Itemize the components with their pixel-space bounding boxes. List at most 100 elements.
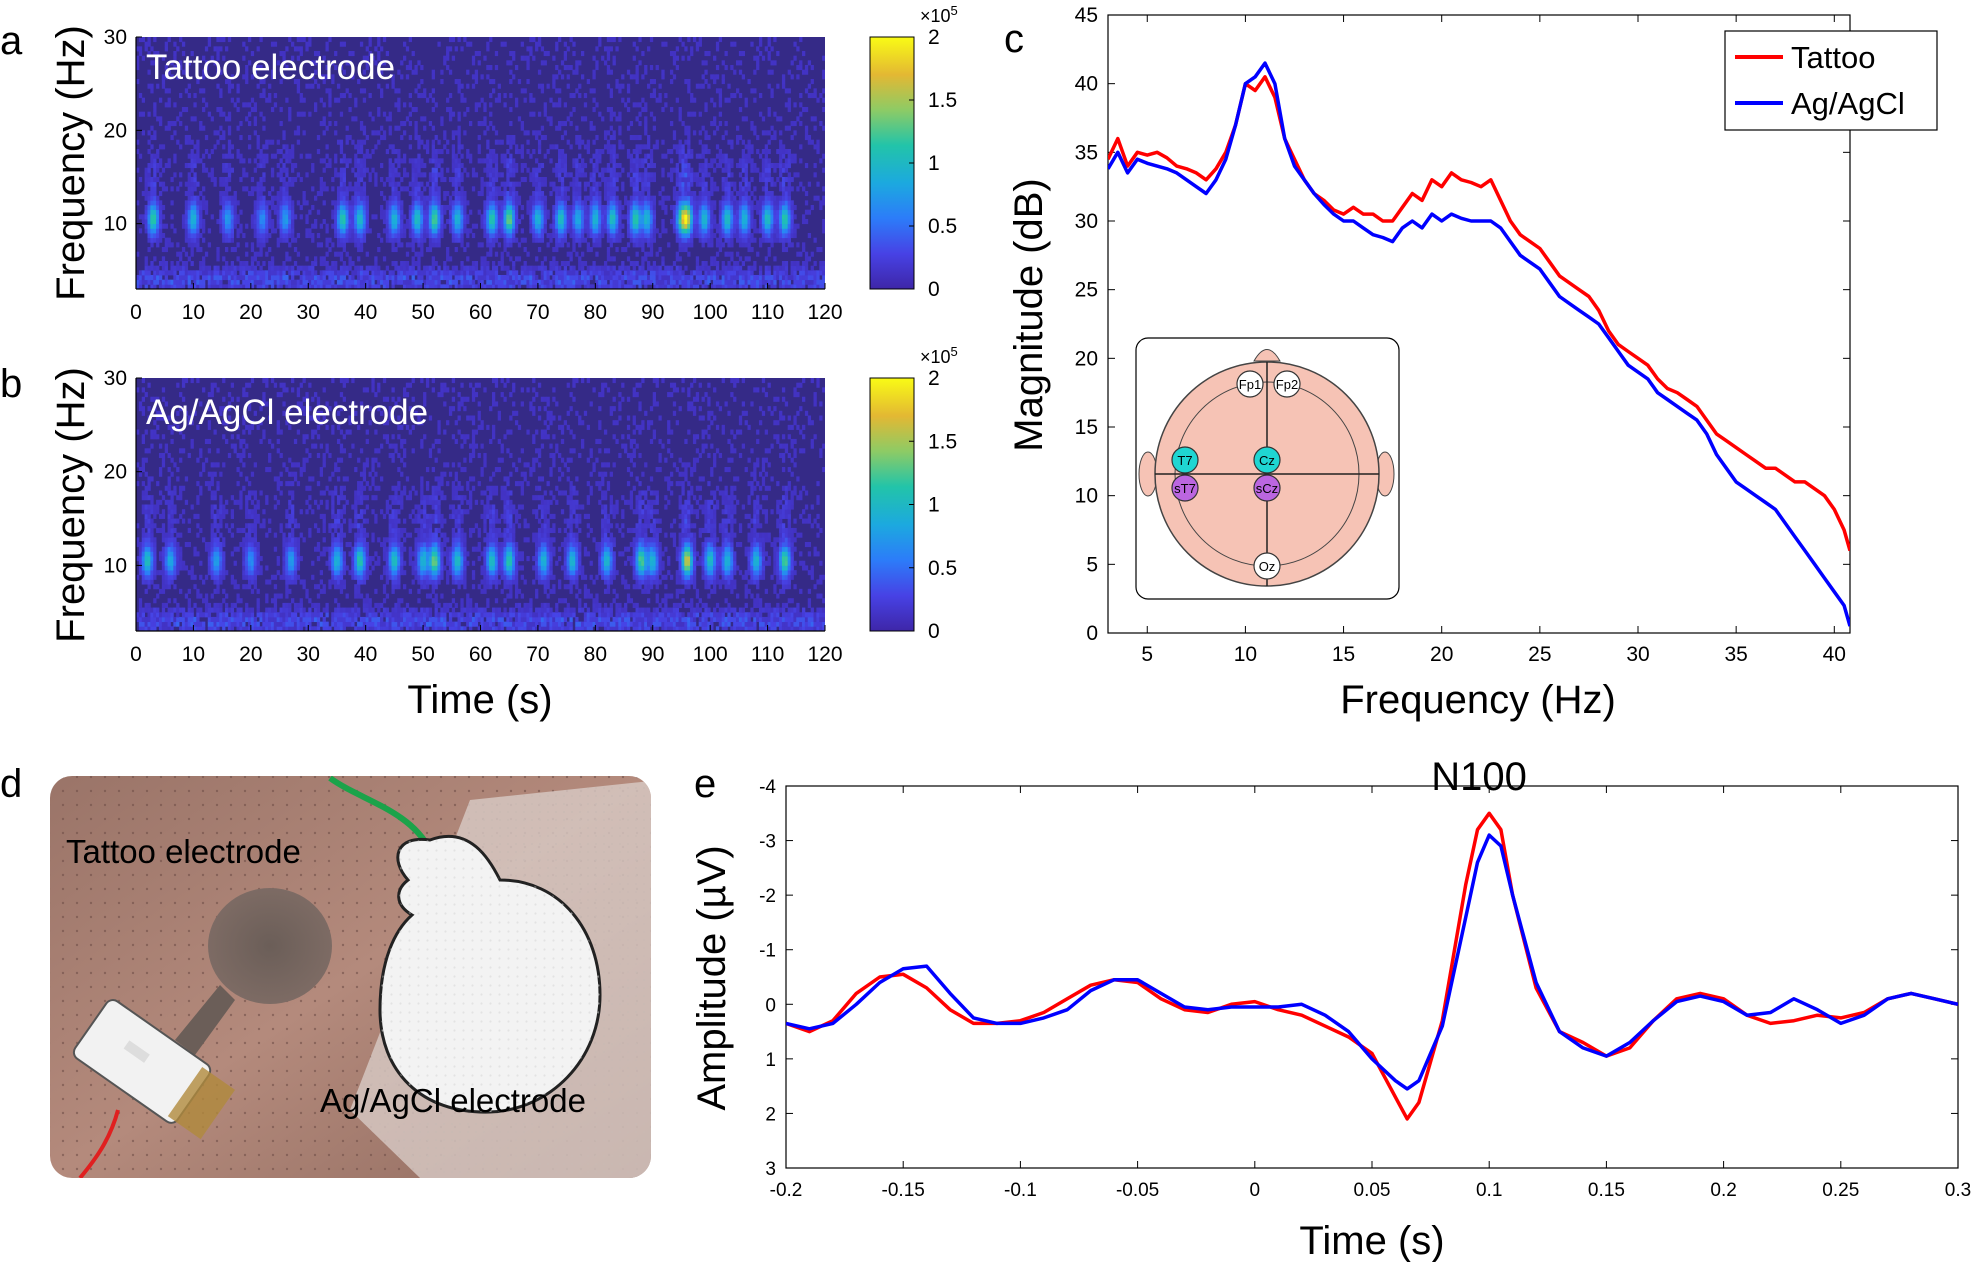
spectrogram-cell [635,251,639,257]
spectrogram-cell [540,209,545,215]
spectrogram-cell [672,191,677,197]
spectrogram-cell [621,275,625,281]
spectrogram-cell [635,279,639,285]
spectrogram-cell [549,284,553,289]
spectrogram-cell [560,186,565,192]
spectrogram-cell [380,69,384,75]
spectrogram-cell [136,200,140,206]
spectrogram-cell [342,270,346,276]
spectrogram-cell [595,219,599,225]
spectrogram-cell [354,172,358,178]
spectrogram-cell [423,172,427,178]
spectrogram-cell [730,181,734,187]
spectrogram-cell [348,275,352,281]
spectrogram-cell [460,228,464,234]
spectrogram-cell [380,125,384,131]
spectrogram-cell [649,149,654,155]
spectrogram-cell [268,83,272,89]
spectrogram-cell [348,60,352,66]
spectrogram-cell [345,219,349,225]
spectrogram-cell [193,172,197,178]
spectrogram-cell [365,275,369,281]
spectrogram-cell [308,209,312,215]
spectrogram-cell [681,41,685,47]
spectrogram-cell [170,223,174,229]
spectrogram-cell [282,167,286,173]
spectrogram-cell [552,261,556,267]
spectrogram-cell [368,279,372,285]
spectrogram-cell [509,107,513,113]
spectrogram-cell [385,214,390,220]
spectrogram-cell [285,284,289,289]
spectrogram-cell [678,191,682,197]
spectrogram-cell [305,270,309,276]
spectrogram-cell [391,79,395,85]
spectrogram-cell [359,139,364,145]
spectrogram-cell [506,135,510,141]
spectrogram-cell [644,102,648,108]
spectrogram-cell [489,163,493,169]
spectrogram-cell [747,144,751,150]
spectrogram-cell [641,219,645,225]
spectrogram-cell [698,219,702,225]
spectrogram-cell [747,209,751,215]
spectrogram-cell [586,181,590,187]
spectrogram-cell [181,223,186,229]
spectrogram-cell [357,144,361,150]
spectrogram-cell [345,205,349,211]
spectrogram-cell [457,139,461,145]
spectrogram-cell [359,223,364,229]
spectrogram-cell [477,284,481,289]
spectrogram-cell [334,228,338,234]
spectrogram-cell [750,41,754,47]
spectrogram-cell [164,74,168,80]
spectrogram-cell [592,237,596,243]
spectrogram-cell [153,219,157,225]
spectrogram-cell [669,149,674,155]
spectrogram-cell [491,177,496,183]
spectrogram-cell [738,242,743,248]
spectrogram-cell [454,228,458,234]
spectrogram-cell [715,284,720,289]
spectrogram-cell [279,279,283,285]
spectrogram-cell [764,233,768,239]
spectrogram-cell [675,275,679,281]
spectrogram-cell [227,172,232,178]
spectrogram-cell [230,74,235,80]
spectrogram-cell [761,163,766,169]
spectrogram-cell [305,153,309,159]
spectrogram-cell [483,214,487,220]
spectrogram-cell [598,205,602,211]
spectrogram-cell [305,279,309,285]
spectrogram-cell [288,242,292,248]
spectrogram-cell [543,275,547,281]
spectrogram-cell [204,265,209,271]
spectrogram-cell [222,237,226,243]
spectrogram-cell [721,275,725,281]
spectrogram-cell [147,41,151,47]
spectrogram-cell [460,200,464,206]
spectrogram-cell [758,111,763,117]
spectrogram-cell [494,177,499,183]
spectrogram-cell [644,233,648,239]
spectrogram-cell [675,200,679,206]
spectrogram-cell [603,167,608,173]
spectrogram-cell [225,223,229,229]
spectrogram-cell [391,275,395,281]
spectrogram-cell [718,270,723,276]
spectrogram-cell [629,153,634,159]
spectrogram-cell [437,237,441,243]
spectrogram-cell [592,270,596,276]
spectrogram-cell [704,279,708,285]
spectrogram-cell [727,237,731,243]
spectrogram-cell [684,284,688,289]
spectrogram-cell [239,135,243,141]
spectrogram-cell [454,265,458,271]
spectrogram-cell [434,200,438,206]
spectrogram-cell [313,284,318,289]
spectrogram-cell [331,223,335,229]
spectrogram-cell [380,60,384,66]
spectrogram-cell [558,195,562,201]
spectrogram-cell [227,214,232,220]
spectrogram-cell [325,265,329,271]
